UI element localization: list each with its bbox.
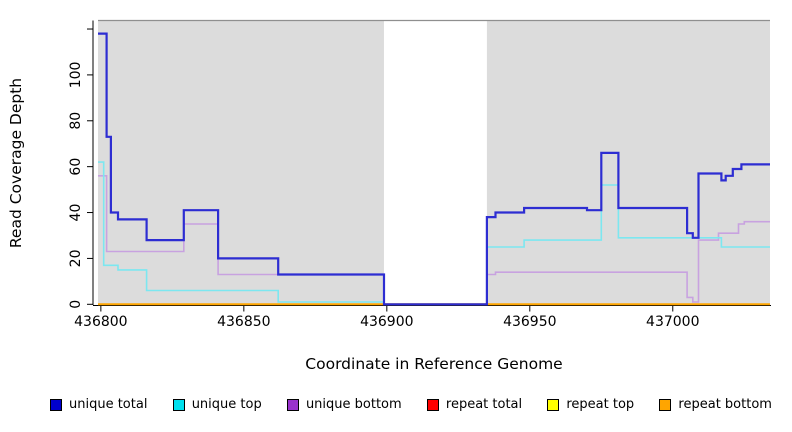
legend-item-unique-top: unique top <box>172 397 262 412</box>
x-tick-label: 436800 <box>74 314 127 330</box>
y-tick-label: 40 <box>68 204 84 222</box>
legend-label: unique total <box>69 397 148 412</box>
series-lines <box>98 32 770 306</box>
legend-label: unique top <box>191 397 262 412</box>
y-tick-label: 20 <box>68 250 84 268</box>
x-tick-label: 436900 <box>360 314 413 330</box>
legend-swatch-unique-total <box>50 398 62 411</box>
legend-label: repeat top <box>566 397 635 412</box>
y-tick-label: 0 <box>68 300 84 309</box>
legend-item-repeat-total: repeat total <box>426 397 523 412</box>
legend-label: repeat total <box>445 397 523 412</box>
plot-panel <box>98 19 770 305</box>
series-unique-total <box>98 32 770 306</box>
legend-label: repeat bottom <box>678 397 772 412</box>
y-axis-title: Read Coverage Depth <box>7 78 25 248</box>
y-tick-label: 60 <box>68 158 84 176</box>
x-tick-label: 436850 <box>217 314 270 330</box>
legend-swatch-repeat-bottom <box>659 398 672 411</box>
x-axis-title: Coordinate in Reference Genome <box>305 355 562 373</box>
legend-swatch-repeat-top <box>547 398 560 411</box>
legend-swatch-unique-top <box>172 398 185 411</box>
legend-item-repeat-bottom: repeat bottom <box>659 397 772 412</box>
panel-region-0 <box>98 20 384 305</box>
legend-item-repeat-top: repeat top <box>547 397 634 412</box>
x-tick-label: 436950 <box>503 314 556 330</box>
y-tick-label: 80 <box>68 112 84 130</box>
series-unique-bottom <box>98 175 770 306</box>
panel-region-1 <box>486 20 770 305</box>
axes: 0 20 40 60 80 100 436800 436850 436900 436950 4370… <box>68 20 771 330</box>
legend-item-unique-total: unique total <box>50 397 147 412</box>
legend-swatch-unique-bottom <box>286 398 299 411</box>
y-tick-label: 100 <box>68 62 84 89</box>
legend-swatch-repeat-total <box>426 398 439 411</box>
legend: unique total unique top unique bottom repea… <box>50 397 772 412</box>
x-tick-label: 437000 <box>646 314 699 330</box>
legend-label: unique bottom <box>305 397 402 412</box>
legend-item-unique-bottom: unique bottom <box>286 397 402 412</box>
